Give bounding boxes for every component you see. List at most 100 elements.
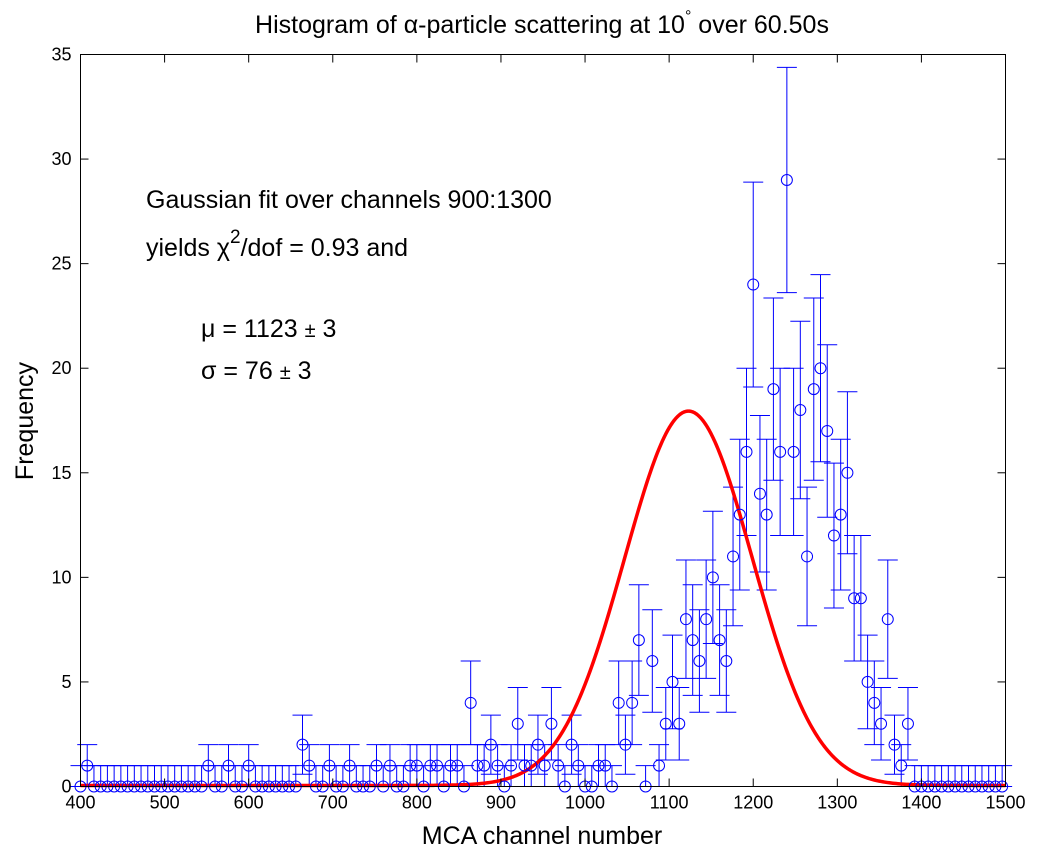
annotation-mu: μ = 1123 ± 3 <box>201 315 336 343</box>
data-point <box>370 759 383 772</box>
x-tick-label: 400 <box>65 793 95 813</box>
data-point <box>760 508 773 521</box>
data-point <box>505 759 518 772</box>
chart-title: Histogram of α-particle scattering at 10… <box>255 8 829 39</box>
data-point <box>888 738 901 751</box>
gaussian-fit-layer <box>80 409 1006 788</box>
data-point <box>471 759 484 772</box>
x-tick-label: 1200 <box>733 793 773 813</box>
error-bar <box>877 559 898 679</box>
fit-annotation: Gaussian fit over channels 900:1300 yiel… <box>146 186 552 385</box>
data-point <box>444 759 457 772</box>
y-axis-label: Frequency <box>11 361 39 480</box>
data-point <box>612 696 625 709</box>
data-point <box>632 634 645 647</box>
data-point <box>706 571 719 584</box>
data-point <box>323 759 336 772</box>
data-point <box>303 759 316 772</box>
data-point <box>854 592 867 605</box>
data-point <box>538 759 551 772</box>
data-point <box>451 759 464 772</box>
data-point <box>801 550 814 563</box>
data-point <box>565 738 578 751</box>
data-point <box>740 445 753 458</box>
data-point <box>787 445 800 458</box>
y-tick-label: 0 <box>61 777 71 797</box>
data-point <box>767 383 780 396</box>
y-tick-label: 20 <box>51 358 71 378</box>
data-point <box>814 362 827 375</box>
data-point <box>572 759 585 772</box>
data-point <box>700 613 713 626</box>
data-point <box>511 717 524 730</box>
x-tick-label: 700 <box>318 793 348 813</box>
data-point <box>713 634 726 647</box>
data-point <box>552 759 565 772</box>
x-tick-label: 1100 <box>650 793 689 813</box>
data-point <box>747 278 760 291</box>
data-point <box>727 550 740 563</box>
data-point <box>81 759 94 772</box>
data-point <box>202 759 215 772</box>
x-tick-label: 1500 <box>985 793 1025 813</box>
y-tick-label: 35 <box>51 45 71 65</box>
data-point <box>478 759 491 772</box>
error-bar <box>797 486 818 627</box>
data-point <box>733 508 746 521</box>
data-point <box>720 655 733 668</box>
error-bar <box>871 687 892 761</box>
x-tick-label: 1000 <box>565 793 605 813</box>
y-tick-label: 10 <box>51 567 71 587</box>
data-point <box>242 759 255 772</box>
data-point <box>794 404 807 417</box>
data-point <box>895 759 908 772</box>
data-point <box>383 759 396 772</box>
data-point <box>431 759 444 772</box>
data-point <box>343 759 356 772</box>
plot-frame <box>80 54 1006 787</box>
data-point <box>545 717 558 730</box>
data-point <box>848 592 861 605</box>
data-point <box>679 613 692 626</box>
data-point <box>821 424 834 437</box>
error-bar <box>776 66 797 294</box>
data-point <box>653 759 666 772</box>
y-tick-label: 15 <box>51 463 71 483</box>
error-bar <box>743 181 764 388</box>
data-point <box>599 759 612 772</box>
data-point <box>881 613 894 626</box>
data-point <box>807 383 820 396</box>
gaussian-fit-line <box>80 409 1006 788</box>
data-point <box>673 717 686 730</box>
data-point <box>491 759 504 772</box>
x-tick-label: 600 <box>234 793 264 813</box>
data-point <box>424 759 437 772</box>
data-point <box>626 696 639 709</box>
x-tick-label: 900 <box>486 793 516 813</box>
data-point <box>404 759 417 772</box>
data-point <box>861 675 874 688</box>
x-tick-labels: 400 500 600 700 800 900 1000 1100 1200 1300 1400 15… <box>65 793 1025 813</box>
data-point <box>525 759 538 772</box>
x-tick-label: 500 <box>150 793 180 813</box>
data-point <box>518 759 531 772</box>
data-point <box>868 696 881 709</box>
data-point <box>619 738 632 751</box>
data-point <box>901 717 914 730</box>
x-tick-label: 800 <box>402 793 432 813</box>
data-point <box>222 759 235 772</box>
annotation-sigma: σ = 76 ± 3 <box>201 357 312 385</box>
annotation-fit-range: Gaussian fit over channels 900:1300 <box>146 186 552 214</box>
x-tick-label: 1300 <box>817 793 857 813</box>
data-point <box>686 634 699 647</box>
data-point <box>841 466 854 479</box>
data-point <box>531 738 544 751</box>
data-point <box>753 487 766 500</box>
data-point <box>410 759 423 772</box>
error-bar <box>642 609 663 713</box>
data-point <box>780 173 793 186</box>
x-axis-label: MCA channel number <box>422 822 662 850</box>
data-point <box>875 717 888 730</box>
data-point <box>834 508 847 521</box>
